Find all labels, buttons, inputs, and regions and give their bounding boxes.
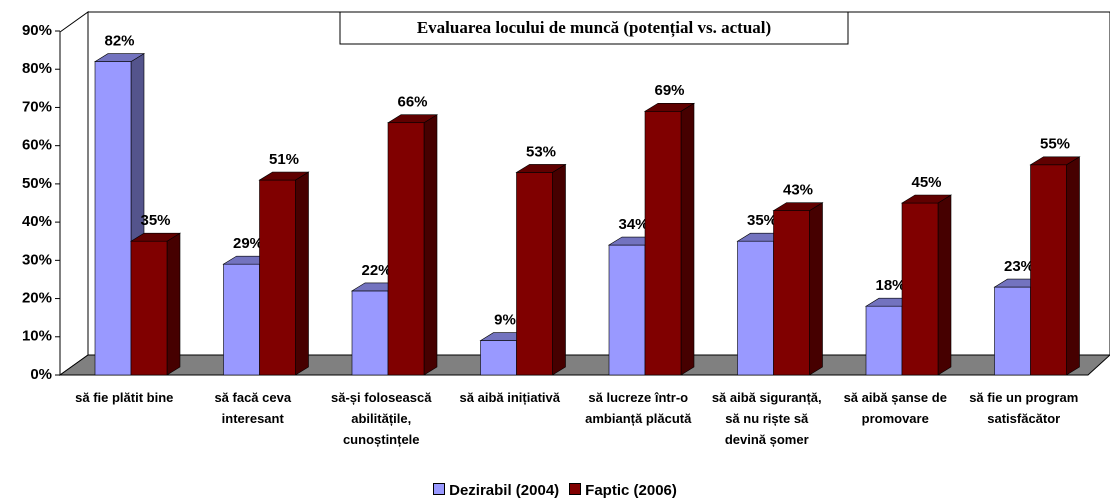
legend: Dezirabil (2004) Faptic (2006) xyxy=(0,482,1110,499)
bar xyxy=(994,286,1031,376)
data-label: 69% xyxy=(654,82,684,99)
bar-side xyxy=(937,194,952,376)
bar xyxy=(130,240,168,376)
y-tick-label: 70% xyxy=(22,98,52,115)
bar-top xyxy=(1029,156,1081,166)
x-tick-label: să lucreze într-o ambianță plăcută xyxy=(585,390,692,426)
bar-group xyxy=(643,102,696,376)
x-tick-label: să-și folosească abilitățile, cunoștințe… xyxy=(331,390,432,447)
bar xyxy=(773,210,810,376)
y-tick-label: 20% xyxy=(22,290,52,307)
x-tick-label: să aibă inițiativă xyxy=(459,390,560,405)
legend-item: Dezirabil (2004) xyxy=(433,482,559,499)
bar-top xyxy=(772,202,824,211)
bar-group xyxy=(386,114,439,376)
bar xyxy=(480,340,517,376)
bar xyxy=(351,290,389,376)
bar xyxy=(644,110,682,376)
y-tick-label: 40% xyxy=(22,213,52,230)
bar xyxy=(387,122,425,376)
data-label: 43% xyxy=(783,182,813,199)
legend-label: Dezirabil (2004) xyxy=(449,482,560,499)
data-label: 23% xyxy=(1004,258,1034,275)
y-tick-label: 0% xyxy=(30,366,52,383)
legend-swatch xyxy=(433,483,446,495)
bar xyxy=(737,240,774,376)
bar-group xyxy=(515,163,567,376)
bar-group xyxy=(129,232,182,376)
x-tick-label: să fie un program satisfăcător xyxy=(969,390,1079,426)
bar-side xyxy=(1066,156,1080,376)
data-label: 82% xyxy=(104,33,134,50)
x-tick-label: să aibă șanse de promovare xyxy=(843,390,947,426)
bar-group xyxy=(1029,156,1081,376)
chart-title: Evaluarea locului de muncă (potențial vs… xyxy=(417,18,771,38)
legend-swatch xyxy=(569,483,582,495)
data-label: 22% xyxy=(361,262,391,279)
data-label: 9% xyxy=(494,312,516,329)
y-tick-label: 50% xyxy=(22,175,52,192)
data-label: 45% xyxy=(911,174,941,191)
x-tick-label: să facă ceva interesant xyxy=(214,390,292,426)
bar-side xyxy=(552,163,566,376)
y-tick-label: 10% xyxy=(22,328,52,345)
bar xyxy=(901,202,939,376)
data-label: 29% xyxy=(233,235,263,252)
data-label: 53% xyxy=(526,143,556,160)
bar-top xyxy=(129,232,182,242)
y-tick-label: 90% xyxy=(22,22,52,39)
data-label: 35% xyxy=(140,212,170,229)
x-tick-label: să fie plătit bine xyxy=(75,390,174,405)
bar-group xyxy=(900,194,953,376)
bar xyxy=(94,61,132,376)
legend-label: Faptic (2006) xyxy=(585,482,677,499)
floor xyxy=(58,354,1110,376)
x-tick-label: să aibă siguranță, să nu riște să devină… xyxy=(711,390,822,447)
side-wall xyxy=(59,11,89,376)
bar xyxy=(259,179,296,376)
bar-top xyxy=(258,171,310,181)
bar-group xyxy=(258,171,310,376)
bar xyxy=(865,305,903,376)
bar-top xyxy=(386,114,439,124)
bar-side xyxy=(809,202,823,376)
bar-group xyxy=(93,53,146,376)
y-tick-label: 60% xyxy=(22,137,52,154)
title-box xyxy=(339,11,849,45)
bar xyxy=(1030,164,1067,376)
bar-top xyxy=(900,194,953,204)
bar-top xyxy=(515,164,567,173)
data-label: 55% xyxy=(1040,136,1070,153)
bar-side xyxy=(295,171,309,376)
bar xyxy=(516,172,553,376)
legend-item: Faptic (2006) xyxy=(569,482,677,499)
data-label: 34% xyxy=(618,216,648,233)
bar xyxy=(223,263,260,376)
bar-top xyxy=(643,102,696,112)
data-label: 35% xyxy=(747,212,777,229)
bar-side xyxy=(166,232,181,376)
bar-side xyxy=(680,102,695,376)
bar-group xyxy=(772,202,824,376)
y-tick-label: 80% xyxy=(22,60,52,77)
data-label: 51% xyxy=(269,151,299,168)
bar xyxy=(608,244,646,376)
bar-top xyxy=(93,53,146,62)
data-label: 66% xyxy=(397,94,427,111)
bar-side xyxy=(423,114,438,376)
data-label: 18% xyxy=(875,277,905,294)
y-tick-label: 30% xyxy=(22,251,52,268)
